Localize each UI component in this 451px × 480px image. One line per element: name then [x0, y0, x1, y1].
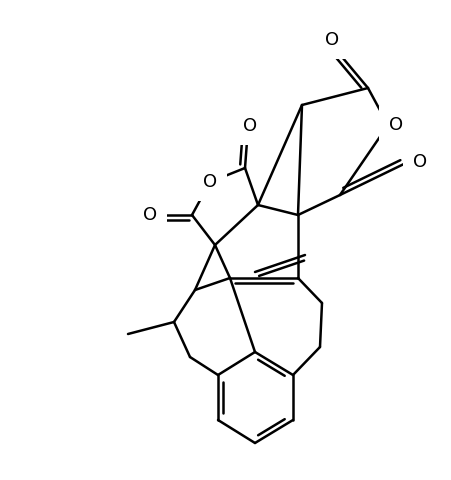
Text: O: O	[143, 206, 157, 224]
Text: O: O	[203, 173, 217, 191]
Text: O: O	[413, 153, 427, 171]
Text: O: O	[243, 117, 257, 135]
Text: O: O	[325, 31, 339, 49]
Text: O: O	[389, 116, 403, 134]
